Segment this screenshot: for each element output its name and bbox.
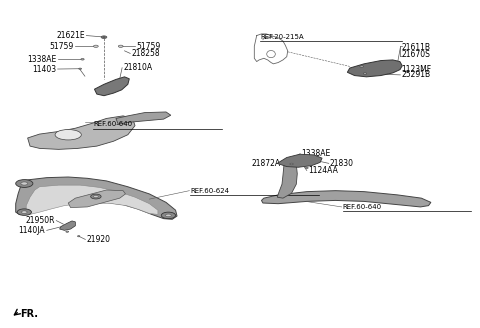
Text: 1338AE: 1338AE [27, 55, 56, 64]
Ellipse shape [94, 45, 98, 48]
Ellipse shape [21, 182, 28, 185]
Text: 11403: 11403 [32, 65, 56, 73]
Text: 21920: 21920 [86, 235, 110, 244]
Text: 21810A: 21810A [123, 63, 152, 72]
Text: 21830: 21830 [330, 159, 354, 168]
Ellipse shape [305, 167, 308, 169]
Text: 21950R: 21950R [25, 216, 55, 225]
Text: 51759: 51759 [136, 42, 160, 51]
Ellipse shape [267, 51, 276, 58]
Text: 21621E: 21621E [56, 31, 85, 40]
Ellipse shape [55, 130, 81, 140]
Text: REF.20-215A: REF.20-215A [260, 33, 304, 39]
Ellipse shape [103, 36, 106, 38]
Ellipse shape [16, 180, 33, 187]
Ellipse shape [79, 68, 82, 69]
Polygon shape [348, 60, 402, 77]
Polygon shape [28, 116, 135, 149]
Polygon shape [68, 190, 125, 208]
Polygon shape [16, 177, 177, 219]
Ellipse shape [118, 45, 123, 48]
Ellipse shape [17, 209, 32, 215]
Polygon shape [262, 191, 431, 207]
Text: 21670S: 21670S [401, 50, 430, 59]
Text: 51759: 51759 [49, 42, 74, 51]
Text: 1124AA: 1124AA [308, 166, 337, 175]
Text: 1140JA: 1140JA [19, 226, 45, 235]
Polygon shape [277, 154, 322, 167]
Polygon shape [60, 221, 75, 230]
Ellipse shape [166, 214, 171, 217]
Text: REF.60-624: REF.60-624 [191, 188, 229, 194]
Text: REF.60-640: REF.60-640 [343, 204, 382, 210]
Ellipse shape [22, 211, 27, 214]
Ellipse shape [161, 212, 176, 219]
Polygon shape [26, 185, 158, 215]
Text: 21872A: 21872A [252, 159, 281, 168]
Polygon shape [116, 112, 171, 124]
Ellipse shape [360, 66, 364, 67]
Ellipse shape [101, 36, 107, 38]
Text: FR.: FR. [21, 309, 38, 319]
Text: 218258: 218258 [131, 49, 160, 58]
Polygon shape [277, 161, 297, 198]
Text: REF.60-640: REF.60-640 [94, 121, 132, 127]
Ellipse shape [66, 231, 69, 232]
Text: 25291B: 25291B [401, 71, 431, 79]
Text: 21611B: 21611B [401, 43, 430, 52]
Ellipse shape [77, 236, 80, 237]
Polygon shape [95, 77, 129, 96]
Text: 1338AE: 1338AE [301, 149, 330, 158]
Text: 1123MF: 1123MF [401, 65, 432, 73]
Ellipse shape [91, 194, 101, 199]
Ellipse shape [81, 58, 84, 60]
Ellipse shape [363, 73, 367, 74]
Ellipse shape [94, 195, 98, 198]
Ellipse shape [290, 163, 293, 165]
